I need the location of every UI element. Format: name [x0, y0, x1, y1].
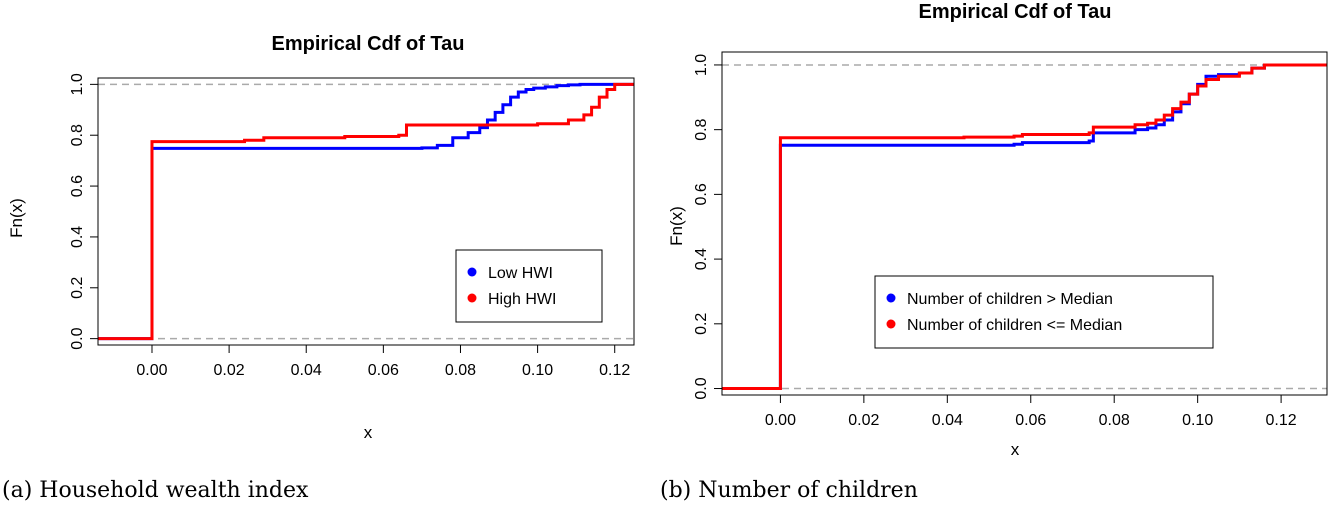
- chart-b-legend-label-0: Number of children > Median: [907, 291, 1113, 308]
- chart-a-xlabel: x: [364, 423, 373, 442]
- chart-b-ytick-label-2: 0.4: [693, 248, 710, 270]
- chart-a-ytick-label-4: 0.8: [69, 124, 86, 146]
- chart-b-xtick-label-4: 0.08: [1099, 412, 1130, 429]
- chart-b-xtick-label-3: 0.06: [1015, 412, 1046, 429]
- chart-a-ytick-label-1: 0.2: [69, 277, 86, 299]
- chart-b-legend-marker-1: [886, 319, 896, 329]
- chart-b-plot-area: 0.00 0.02 0.04 0.06 0.08 0.10 0.12 0.0 0.2 0.4 0.6…: [693, 51, 1328, 429]
- chart-a-xtick-label-0: 0.00: [136, 362, 167, 379]
- chart-panel-a: Empirical Cdf of Tau Fn(x) x 0.00 0.02 0.0…: [0, 0, 650, 523]
- chart-a-xtick-label-1: 0.02: [214, 362, 245, 379]
- chart-a-xtick-label-3: 0.06: [368, 362, 399, 379]
- chart-a-plot-area: 0.00 0.02 0.04 0.06 0.08 0.10 0.12 0.0 0.2 0.4 0.6…: [69, 73, 635, 379]
- chart-a-xtick-label-2: 0.04: [291, 362, 322, 379]
- chart-a-legend-label-0: Low HWI: [488, 265, 553, 282]
- chart-a-xtick-label-4: 0.08: [445, 362, 476, 379]
- chart-b-ytick-label-1: 0.2: [693, 313, 710, 335]
- chart-a-ytick-label-2: 0.4: [69, 226, 86, 248]
- chart-b-ytick-label-0: 0.0: [693, 377, 710, 399]
- chart-b-xtick-label-2: 0.04: [932, 412, 963, 429]
- chart-b-ytick-label-3: 0.6: [693, 183, 710, 205]
- chart-b-ytick-label-5: 1.0: [693, 54, 710, 76]
- chart-b-legend-label-1: Number of children <= Median: [907, 317, 1122, 334]
- chart-a-legend-marker-0: [467, 267, 477, 277]
- chart-a-xtick-label-5: 0.10: [522, 362, 553, 379]
- chart-a-plot-frame: [97, 77, 635, 346]
- chart-b-plot-frame: [721, 51, 1328, 396]
- chart-a-ytick-label-0: 0.0: [69, 327, 86, 349]
- chart-a-ylabel: Fn(x): [7, 198, 26, 238]
- chart-b-xtick-label-0: 0.00: [765, 412, 796, 429]
- chart-b-legend-box: [874, 275, 1214, 349]
- chart-a-series-line-1: [98, 82, 634, 341]
- chart-a-title: Empirical Cdf of Tau: [272, 33, 465, 55]
- chart-b-xlabel: x: [1011, 440, 1020, 459]
- chart-b-series-line-0: [722, 63, 1327, 391]
- caption-b: (b) Number of children: [660, 478, 918, 503]
- chart-b-xtick-label-5: 0.10: [1182, 412, 1213, 429]
- chart-a-xtick-label-6: 0.12: [599, 362, 630, 379]
- chart-a-svg: Empirical Cdf of Tau Fn(x) x 0.00 0.02 0.0…: [7, 33, 635, 442]
- chart-a-legend-label-1: High HWI: [488, 291, 556, 308]
- chart-a-ytick-label-5: 1.0: [69, 73, 86, 95]
- chart-b-ytick-label-4: 0.8: [693, 118, 710, 140]
- chart-a-legend-marker-1: [467, 293, 477, 303]
- chart-a-series-line-0: [98, 82, 634, 341]
- chart-b-xtick-label-1: 0.02: [848, 412, 879, 429]
- caption-a: (a) Household wealth index: [2, 478, 309, 503]
- chart-a-ytick-label-3: 0.6: [69, 175, 86, 197]
- chart-b-legend-marker-0: [886, 293, 896, 303]
- chart-b-svg: Empirical Cdf of Tau Fn(x) x 0.00 0.02 0.0…: [667, 1, 1328, 459]
- chart-panel-b: Empirical Cdf of Tau Fn(x) x 0.00 0.02 0.0…: [660, 0, 1332, 523]
- chart-b-xtick-label-6: 0.12: [1266, 412, 1297, 429]
- chart-b-ylabel: Fn(x): [667, 206, 686, 246]
- chart-a-legend-box: [455, 249, 603, 323]
- chart-b-series-line-1: [722, 63, 1327, 391]
- chart-b-title: Empirical Cdf of Tau: [919, 1, 1112, 23]
